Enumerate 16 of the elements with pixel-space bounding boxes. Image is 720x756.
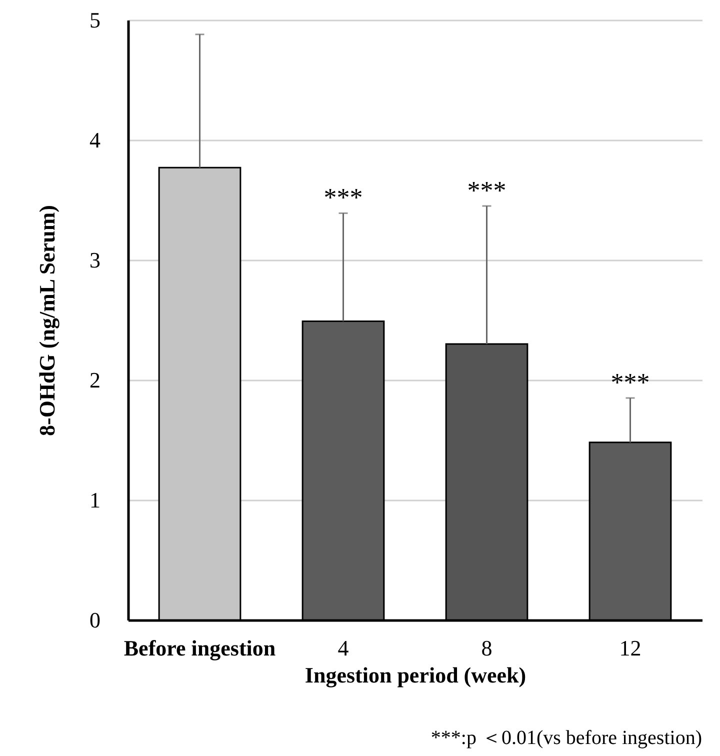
y-tick-label: 3: [90, 248, 100, 272]
text: ***:p ＜0.01(vs before ingestion): [430, 727, 702, 749]
annotation: ***: [467, 176, 506, 205]
x-tick-label: 4: [338, 636, 349, 660]
y-tick-label: 5: [90, 8, 100, 32]
y-axis-title: 8-OHdG (ng/mL Serum): [34, 204, 60, 436]
x-tick-label: 8: [481, 636, 492, 660]
annotation: ***: [610, 368, 650, 397]
y-tick-label: 1: [90, 488, 100, 512]
x-tick-label: 12: [619, 636, 642, 660]
y-tick-label: 2: [90, 368, 100, 392]
y-tick-label: 0: [90, 608, 100, 632]
x-tick-label: Before ingestion: [124, 636, 276, 660]
x-axis-title: Ingestion period (week): [304, 662, 526, 688]
annotation: ***: [324, 183, 363, 212]
y-tick-label: 4: [90, 128, 100, 152]
